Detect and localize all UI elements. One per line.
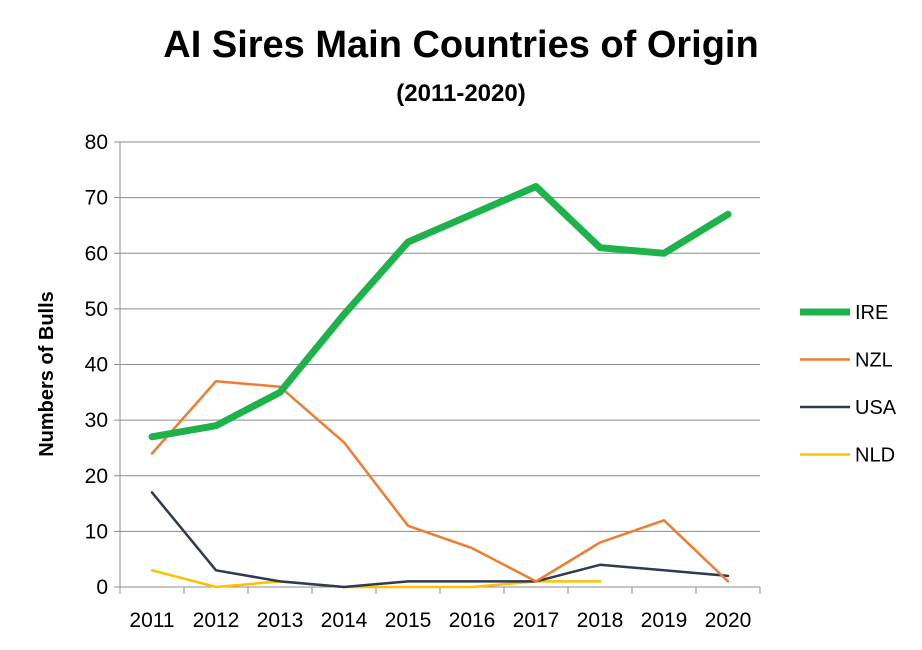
y-axis-title: Numbers of Bulls (36, 291, 58, 457)
legend-label-ire: IRE (855, 302, 888, 324)
legend: IRE NZL USA NLD (800, 302, 897, 467)
legend-item-nld: NLD (800, 445, 895, 467)
chart-title: AI Sires Main Countries of Origin (163, 24, 758, 66)
y-tick-label: 70 (85, 187, 108, 210)
gridlines (120, 141, 760, 532)
x-tick-label: 2020 (705, 609, 752, 632)
x-tick-label: 2019 (641, 609, 688, 632)
legend-label-nld: NLD (855, 445, 895, 467)
y-tick-label: 30 (85, 409, 108, 432)
series-line-usa (150, 491, 730, 589)
chart-subtitle: (2011-2020) (396, 80, 525, 107)
series-line-ire (148, 183, 732, 441)
series-lines (148, 183, 732, 589)
y-tick-label: 50 (85, 298, 108, 321)
series-line-nzl (150, 379, 730, 583)
x-tick-label: 2017 (513, 609, 560, 632)
x-tick-label: 2018 (577, 609, 624, 632)
legend-label-nzl: NZL (855, 350, 893, 372)
y-tick-label: 10 (85, 520, 108, 543)
legend-item-ire: IRE (800, 302, 888, 324)
y-axis-ticks: 0 10 20 30 40 50 60 70 80 (85, 131, 120, 599)
x-tick-label: 2015 (385, 609, 432, 632)
x-tick-label: 2013 (257, 609, 304, 632)
legend-item-usa: USA (800, 397, 897, 419)
x-axis-ticks: 2011 2012 2013 2014 2015 2016 2017 2018 2019 2020 (119, 587, 761, 632)
x-tick-label: 2014 (321, 609, 368, 632)
x-tick-label: 2012 (193, 609, 240, 632)
y-tick-label: 80 (85, 131, 108, 154)
legend-label-usa: USA (855, 397, 897, 419)
legend-item-nzl: NZL (800, 350, 893, 372)
x-tick-label: 2011 (129, 609, 174, 632)
y-tick-label: 60 (85, 242, 108, 265)
y-tick-label: 0 (96, 576, 108, 599)
x-tick-label: 2016 (449, 609, 496, 632)
y-tick-label: 20 (85, 465, 108, 488)
y-tick-label: 40 (85, 354, 108, 377)
